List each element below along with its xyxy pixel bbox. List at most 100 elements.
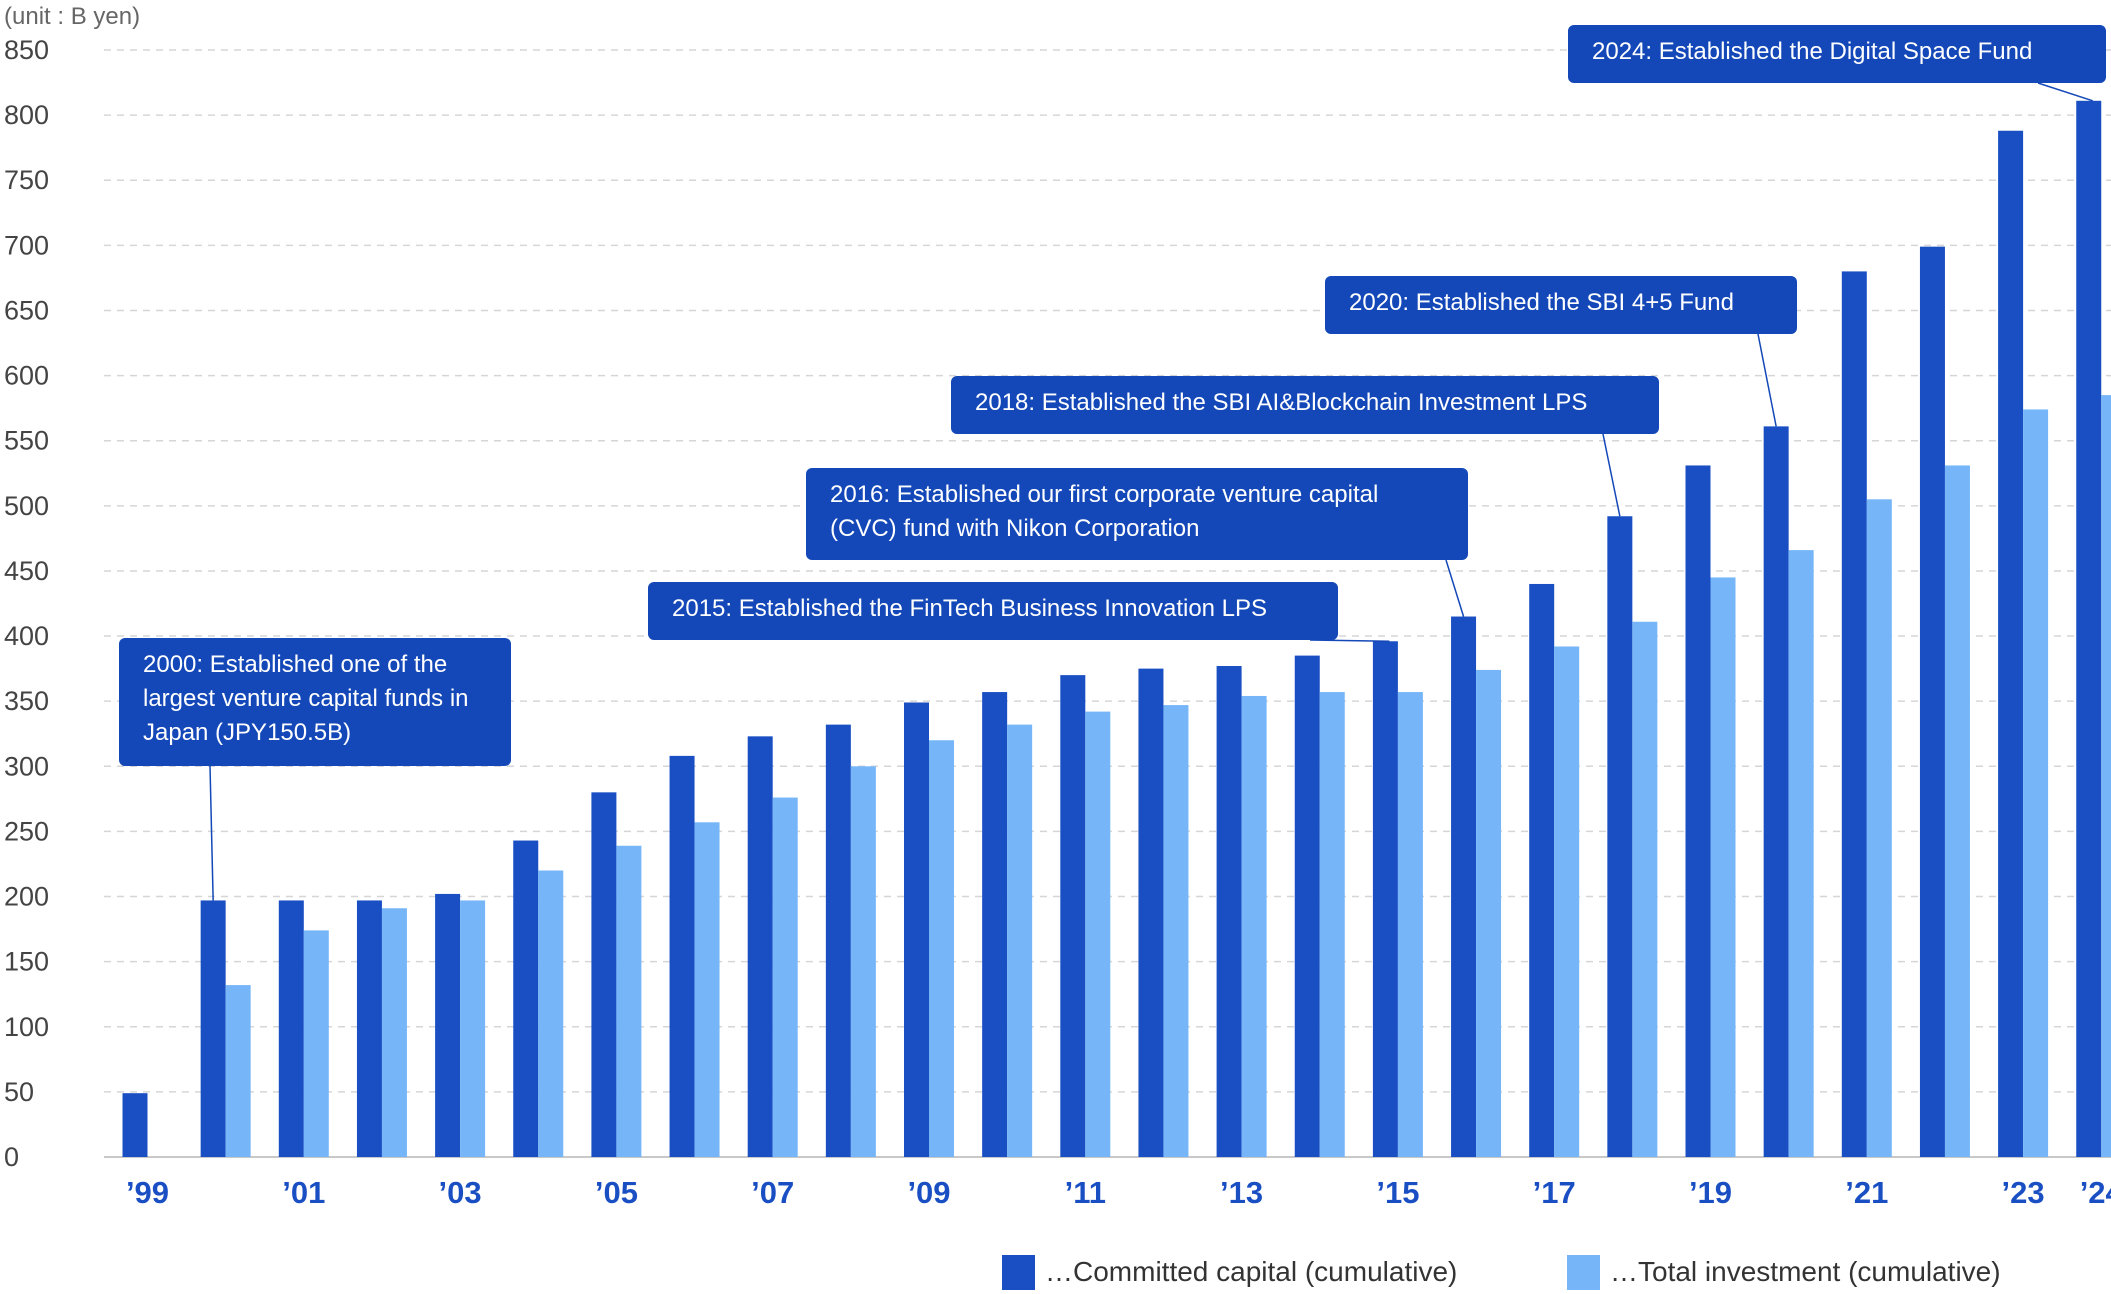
y-tick-label: 100: [4, 1012, 49, 1042]
x-tick-label: ’24: [2080, 1175, 2111, 1210]
bar-investment: [538, 870, 564, 1157]
y-axis: 0 50 100 150 200 250 300 350 400 450 500 550 600 650 7…: [4, 35, 49, 1172]
y-tick-label: 400: [4, 621, 49, 651]
bar-committed: [1294, 655, 1320, 1157]
bar-committed: [122, 1093, 148, 1157]
bar-investment: [1944, 465, 1970, 1158]
bars: [122, 100, 2111, 1158]
annotation-callout: 2020: Established the SBI 4+5 Fund: [1325, 276, 1797, 334]
legend-investment: …Total investment (cumulative): [1567, 1254, 2001, 1290]
bar-committed: [591, 792, 617, 1157]
y-tick-label: 600: [4, 361, 49, 391]
x-tick-label: ’03: [439, 1175, 482, 1210]
x-tick-label: ’11: [1065, 1175, 1106, 1210]
bar-investment: [616, 845, 642, 1157]
leader-line: [209, 765, 214, 901]
y-tick-label: 700: [4, 230, 49, 260]
bar-investment: [1319, 692, 1345, 1157]
bar-committed: [747, 736, 773, 1157]
bar-investment: [225, 985, 251, 1157]
y-tick-label: 800: [4, 100, 49, 130]
y-tick-label: 650: [4, 295, 49, 325]
legend-label-investment: …Total investment (cumulative): [1610, 1256, 2001, 1287]
bar-investment: [303, 930, 329, 1157]
y-tick-label: 850: [4, 35, 49, 65]
x-tick-label: ’07: [751, 1175, 794, 1210]
x-tick-label: ’01: [282, 1175, 325, 1210]
x-tick-label: ’23: [2002, 1175, 2045, 1210]
unit-label: (unit : B yen): [4, 3, 140, 30]
bar-committed: [1763, 426, 1789, 1157]
y-tick-label: 550: [4, 426, 49, 456]
bar-investment: [1007, 724, 1033, 1157]
leader-line: [2037, 82, 2093, 102]
leader-line: [1602, 433, 1621, 517]
bar-investment: [1632, 621, 1658, 1157]
bar-investment: [772, 797, 798, 1157]
bar-investment: [1476, 669, 1502, 1157]
bar-committed: [982, 692, 1008, 1157]
bar-committed: [669, 755, 695, 1157]
x-tick-label: ’15: [1376, 1175, 1419, 1210]
annotation-callout: 2015: Established the FinTech Business I…: [648, 582, 1338, 640]
y-tick-label: 500: [4, 491, 49, 521]
x-tick-label: ’13: [1220, 1175, 1263, 1210]
legend-label-committed: …Committed capital (cumulative): [1045, 1256, 1458, 1287]
bar-committed: [356, 900, 382, 1157]
y-tick-label: 0: [4, 1142, 19, 1172]
bar-committed: [1529, 583, 1555, 1157]
x-tick-label: ’99: [126, 1175, 169, 1210]
bar-investment: [1554, 646, 1580, 1157]
bar-committed: [1372, 641, 1398, 1157]
bar-committed: [1451, 616, 1477, 1157]
x-tick-label: ’19: [1689, 1175, 1732, 1210]
bar-investment: [1163, 705, 1189, 1157]
bar-committed: [1138, 668, 1164, 1157]
x-tick-label: ’17: [1533, 1175, 1576, 1210]
bar-investment: [1241, 695, 1267, 1157]
bar-committed: [1685, 465, 1711, 1158]
bar-committed: [435, 893, 461, 1157]
bar-investment: [1866, 499, 1892, 1157]
bar-committed: [278, 900, 304, 1157]
y-tick-label: 350: [4, 686, 49, 716]
legend-swatch-investment: [1567, 1254, 1600, 1290]
bar-investment: [1710, 577, 1736, 1157]
bar-investment: [850, 766, 876, 1157]
annotation-callout: 2016: Established our first corporate ve…: [806, 468, 1468, 560]
bar-committed: [825, 724, 851, 1157]
bar-investment: [694, 822, 720, 1157]
bar-investment: [1397, 692, 1423, 1157]
bar-committed: [1841, 271, 1867, 1157]
y-tick-label: 50: [4, 1077, 34, 1107]
bar-committed: [1216, 666, 1242, 1157]
bar-investment: [381, 908, 407, 1157]
leader-line: [1445, 559, 1465, 617]
annotation-callout: 2000: Established one of the largest ven…: [119, 638, 511, 766]
y-tick-label: 250: [4, 816, 49, 846]
bar-investment: [1788, 550, 1814, 1157]
x-tick-label: ’05: [595, 1175, 638, 1210]
bar-investment: [929, 740, 954, 1157]
x-axis: ’99 ’01 ’03 ’05 ’07 ’09 ’11 ’13 ’15 ’17 ’19 ’21 ’23 ’…: [126, 1175, 2111, 1210]
leader-line: [1757, 333, 1777, 427]
y-tick-label: 300: [4, 751, 49, 781]
callout-leaders: [209, 82, 2093, 901]
y-tick-label: 450: [4, 556, 49, 586]
legend-swatch-committed: [1002, 1254, 1035, 1290]
legend-committed: …Committed capital (cumulative): [1002, 1254, 1457, 1290]
bar-committed: [2076, 100, 2102, 1158]
bar-committed: [513, 840, 539, 1157]
bar-committed: [200, 900, 226, 1157]
bar-investment: [2101, 395, 2111, 1157]
bar-committed: [904, 702, 929, 1157]
bar-investment: [2023, 409, 2049, 1157]
bar-committed: [1607, 516, 1633, 1157]
y-tick-label: 200: [4, 882, 49, 912]
y-tick-label: 750: [4, 165, 49, 195]
x-tick-label: ’09: [907, 1175, 950, 1210]
bar-committed: [1060, 675, 1086, 1157]
annotation-callout: 2024: Established the Digital Space Fund: [1568, 25, 2106, 83]
leader-line: [1309, 639, 1390, 643]
